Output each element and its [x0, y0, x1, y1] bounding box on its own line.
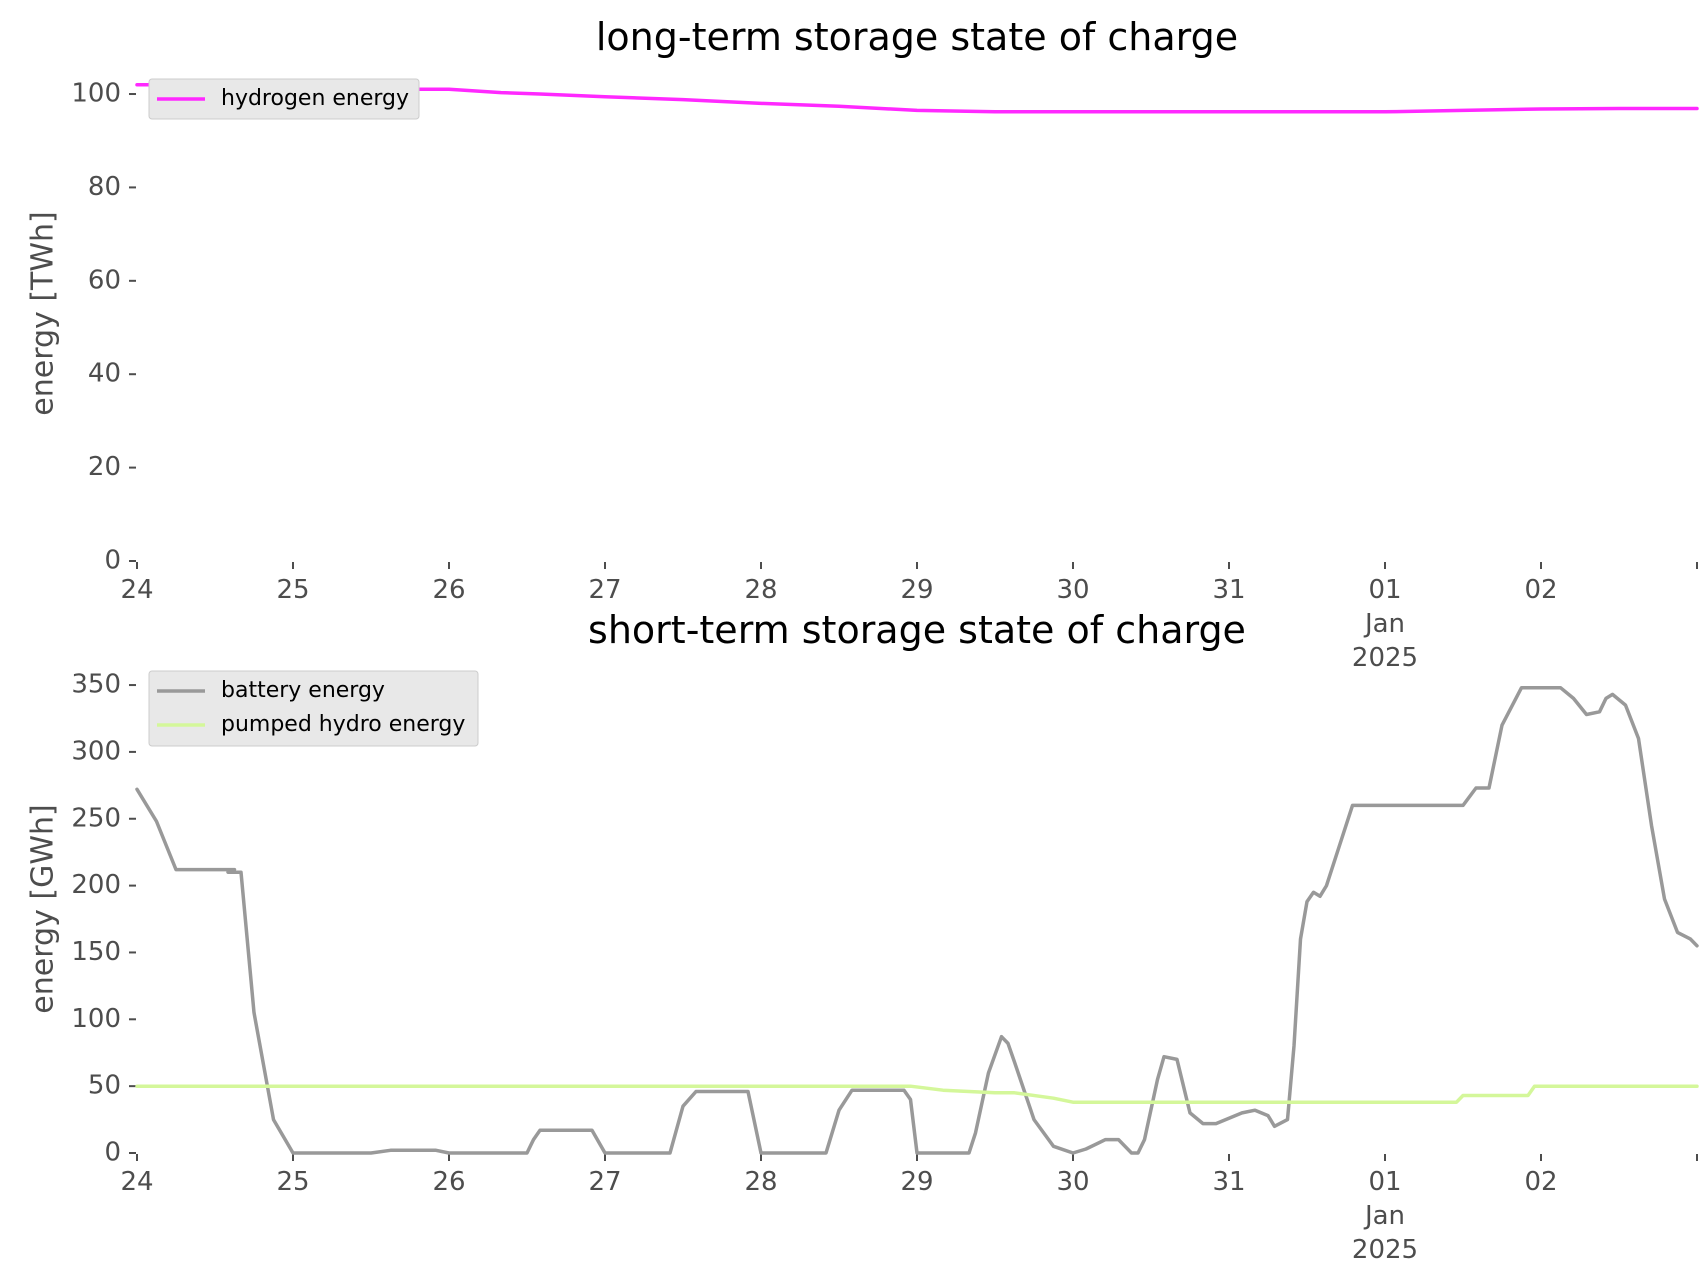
x-tick-label: 29 — [900, 575, 933, 605]
x-tick-label: 27 — [588, 1167, 621, 1197]
y-tick-label: 100 — [71, 1004, 121, 1034]
x-tick-label: 31 — [1212, 575, 1245, 605]
y-axis-label: energy [TWh] — [26, 211, 61, 415]
legend: battery energy pumped hydro energy — [148, 670, 479, 747]
y-tick-label: 100 — [71, 79, 121, 109]
y-tick-label: 20 — [88, 452, 121, 482]
x-tick-label: 27 — [588, 575, 621, 605]
legend-label: pumped hydro energy — [221, 712, 465, 737]
legend-box — [148, 78, 420, 120]
x-tick-label: 24 — [120, 1167, 153, 1197]
y-tick-label: 150 — [71, 937, 121, 967]
y-tick-label: 40 — [88, 359, 121, 389]
x-tick-sublabel: 2025 — [1352, 1235, 1418, 1265]
x-tick-label: 25 — [276, 1167, 309, 1197]
y-tick-label: 200 — [71, 870, 121, 900]
series-line-pumped-hydro-energy — [135, 1084, 1699, 1104]
x-tick-label: 30 — [1056, 1167, 1089, 1197]
chart-title: long-term storage state of charge — [596, 15, 1238, 59]
legend-label: battery energy — [221, 678, 385, 703]
x-tick-label: 02 — [1524, 575, 1557, 605]
chart-title: short-term storage state of charge — [588, 608, 1246, 652]
x-tick-label: 01 — [1368, 1167, 1401, 1197]
x-tick-label: 29 — [900, 1167, 933, 1197]
y-tick-label: 0 — [104, 546, 121, 576]
long-term-storage-chart: long-term storage state of charge energy … — [26, 15, 1699, 673]
x-tick-label: 26 — [432, 575, 465, 605]
x-tick-label: 31 — [1212, 1167, 1245, 1197]
legend: hydrogen energy — [148, 78, 420, 120]
short-term-storage-chart: short-term storage state of charge energy… — [26, 608, 1699, 1265]
x-tick-label: 02 — [1524, 1167, 1557, 1197]
y-tick-label: 350 — [71, 670, 121, 700]
y-tick-label: 300 — [71, 736, 121, 766]
y-axis-label: energy [GWh] — [26, 804, 61, 1013]
x-tick-label: 25 — [276, 575, 309, 605]
x-tick-label: 30 — [1056, 575, 1089, 605]
y-tick-label: 50 — [88, 1071, 121, 1101]
x-tick-label: 26 — [432, 1167, 465, 1197]
y-tick-label: 80 — [88, 172, 121, 202]
x-tick-sublabel: Jan — [1363, 1201, 1405, 1231]
x-tick-sublabel: Jan — [1363, 609, 1405, 639]
x-tick-label: 24 — [120, 575, 153, 605]
y-tick-label: 0 — [104, 1138, 121, 1168]
y-tick-label: 60 — [88, 265, 121, 295]
x-tick-label: 28 — [744, 575, 777, 605]
legend-label: hydrogen energy — [221, 86, 409, 111]
x-tick-label: 01 — [1368, 575, 1401, 605]
x-tick-sublabel: 2025 — [1352, 643, 1418, 673]
x-tick-label: 28 — [744, 1167, 777, 1197]
legend-box — [148, 670, 479, 747]
series-line-battery-energy — [135, 685, 1699, 1155]
y-tick-label: 250 — [71, 803, 121, 833]
